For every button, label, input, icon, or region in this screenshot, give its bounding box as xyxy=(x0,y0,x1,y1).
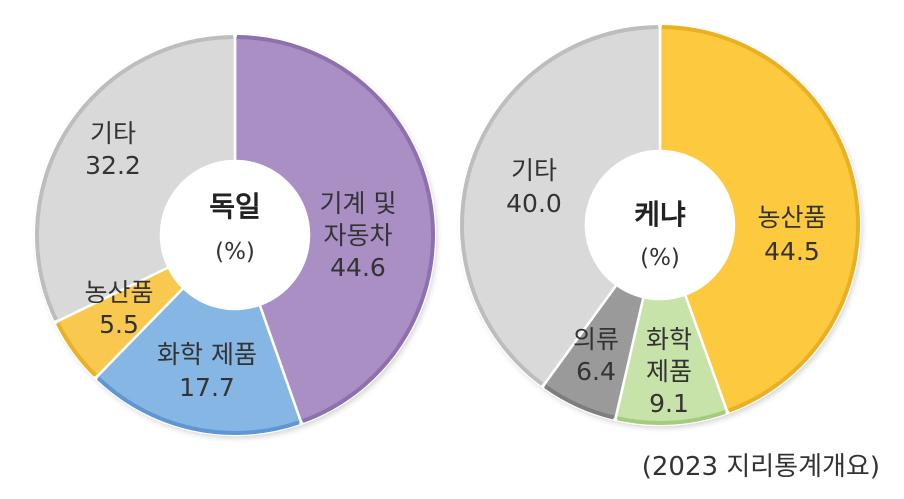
germany-unit: (%) xyxy=(215,239,255,265)
germany-center: 독일 (%) xyxy=(209,190,261,265)
kenya-label-other: 기타 xyxy=(511,156,557,185)
kenya-value-chemicals: 9.1 xyxy=(649,389,689,418)
germany-slice-rim-chemicals xyxy=(96,376,300,435)
kenya-slice-rim-other xyxy=(460,25,659,386)
germany-value-other: 32.2 xyxy=(85,151,141,180)
kenya-slice-rim-clothing xyxy=(544,384,615,420)
kenya-slice-rim-agriculture xyxy=(661,25,860,413)
source-citation: (2023 지리통계개요) xyxy=(641,452,880,482)
germany-label-machinery-line2: 자동차 xyxy=(323,221,392,250)
kenya-label-chemicals-line2: 제품 xyxy=(646,357,692,386)
germany-donut-chart xyxy=(33,33,437,437)
kenya-value-agriculture: 44.5 xyxy=(764,237,820,266)
germany-title: 독일 xyxy=(209,190,261,223)
germany-slice-rim-other xyxy=(35,35,234,321)
kenya-slice-labels: 농산품 44.5 화학 제품 9.1 의류 6.4 기타 40.0 xyxy=(506,156,826,418)
germany-value-agriculture: 5.5 xyxy=(99,310,139,339)
kenya-slice-rim-chemicals xyxy=(617,410,726,425)
germany-slice-labels: 기계 및 자동차 44.6 화학 제품 17.7 농산품 5.5 기타 32.2 xyxy=(84,119,396,402)
kenya-donut-hole xyxy=(588,153,732,297)
kenya-donut-chart xyxy=(458,23,862,427)
germany-label-other: 기타 xyxy=(90,119,136,148)
kenya-value-clothing: 6.4 xyxy=(576,357,616,386)
germany-donut-hole xyxy=(163,163,307,307)
kenya-title: 케냐 xyxy=(634,198,686,231)
kenya-value-other: 40.0 xyxy=(506,189,562,218)
kenya-center: 케냐 (%) xyxy=(634,198,686,271)
germany-label-agriculture: 농산품 xyxy=(84,278,153,307)
germany-slice-rim-machinery xyxy=(236,35,435,423)
kenya-label-clothing: 의류 xyxy=(573,325,619,354)
kenya-label-agriculture: 농산품 xyxy=(757,203,826,232)
germany-value-machinery: 44.6 xyxy=(330,253,386,282)
germany-value-chemicals: 17.7 xyxy=(179,373,235,402)
germany-label-chemicals: 화학 제품 xyxy=(157,340,257,369)
germany-slice-rim-agriculture xyxy=(56,322,97,377)
kenya-label-chemicals-line1: 화학 xyxy=(646,325,692,354)
germany-label-machinery-line1: 기계 및 xyxy=(320,189,397,218)
kenya-unit: (%) xyxy=(640,245,680,271)
